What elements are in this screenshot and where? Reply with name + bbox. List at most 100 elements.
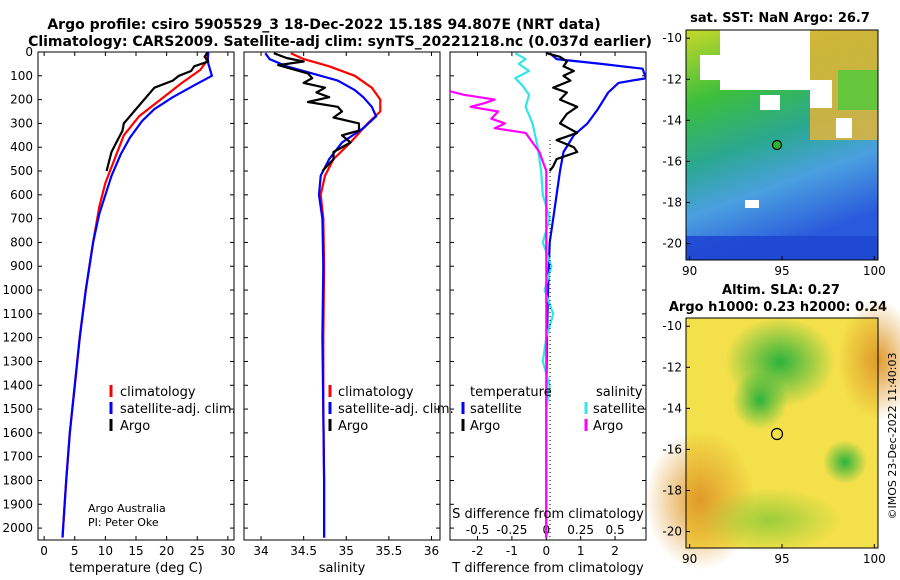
y-tick-label: 300 (10, 116, 33, 130)
y-tick-label: 1100 (2, 307, 33, 321)
y-tick-label: 900 (10, 259, 33, 273)
x2-tick-label: 0.5 (606, 523, 625, 537)
y-tick-label: 700 (10, 212, 33, 226)
legend-label-climatology: climatology (120, 385, 196, 400)
map-y-tick-label: -18 (662, 196, 682, 210)
sla-map (645, 300, 900, 570)
x-tick-label: 34.5 (290, 544, 317, 558)
y-tick-label: 100 (10, 69, 33, 83)
x-tick-label: 20 (159, 544, 174, 558)
salinity-legend: climatology satellite-adj. clim. Argo (328, 385, 454, 434)
sst-map-title: sat. SST: NaN Argo: 26.7 (690, 11, 870, 26)
y-tick-label: 500 (10, 164, 33, 178)
sla-map-title-1: Altim. SLA: 0.27 (722, 283, 840, 298)
y-tick-label: 1400 (2, 378, 33, 392)
series-line-satellite-adj-clim- (61, 52, 213, 538)
sst-cloud-mask-d (760, 95, 780, 110)
x-tick-label: 0 (40, 544, 48, 558)
difference-axes: -2 -1 0 1 2-0.5 -0.25 0 0.25 0.5 (450, 51, 646, 558)
x2-tick-label: -0.25 (496, 523, 527, 537)
difference-lines (450, 52, 646, 538)
x-tick-label: 5 (71, 544, 79, 558)
sla-map-title-2: Argo h1000: 0.23 h2000: 0.24 (669, 300, 887, 315)
temperature-xlabel: temperature (deg C) (69, 561, 203, 576)
difference-panel-frame (449, 51, 647, 541)
map-x-tick-label: 90 (682, 264, 697, 278)
x-tick-label: -1 (506, 544, 518, 558)
salinity-panel-frame (243, 51, 441, 541)
map-x-tick-label: 100 (863, 264, 886, 278)
map-y-tick-label: -18 (662, 484, 682, 498)
sst-green-patch (838, 70, 878, 110)
y-tick-label: 200 (10, 93, 33, 107)
series-line-s-satellite (514, 52, 555, 538)
sst-map-axes: 90 95 100 -10 -12 -14 -16 -18 -20 (662, 31, 885, 278)
sla-orange-east (838, 300, 900, 420)
legend-title-temperature: temperature (470, 385, 552, 400)
y-tick-label: 0 (25, 45, 33, 59)
x-tick-label: 0 (542, 544, 550, 558)
y-tick-label: 1200 (2, 331, 33, 345)
sst-cloud-mask-b (700, 55, 720, 80)
sla-green-eddy-mid (732, 370, 788, 430)
series-line-argo (273, 52, 361, 172)
x-tick-label: 25 (190, 544, 205, 558)
series-line-t-argo (546, 52, 579, 172)
salinity-xlabel: salinity (319, 561, 366, 576)
figure-title-line2: Climatology: CARS2009. Satellite-adj cli… (28, 34, 652, 50)
map-y-tick-label: -16 (662, 154, 682, 168)
sst-cloud-mask-north (720, 30, 810, 90)
map-y-tick-label: -14 (662, 113, 682, 127)
y-tick-label: 2000 (2, 521, 33, 535)
map-y-tick-label: -14 (662, 401, 682, 415)
sla-green-south (700, 488, 840, 552)
y-tick-label: 1300 (2, 354, 33, 368)
sst-cloud-mask-e (745, 200, 759, 208)
y-tick-label: 1700 (2, 450, 33, 464)
map-x-tick-label: 100 (863, 552, 886, 566)
x-tick-label: 36 (424, 544, 439, 558)
x-tick-label: 15 (128, 544, 143, 558)
y-tick-label: 800 (10, 235, 33, 249)
legend-label-climatology: climatology (338, 385, 414, 400)
map-x-tick-label: 95 (774, 264, 789, 278)
map-y-tick-label: -12 (662, 72, 682, 86)
credit-organisation: Argo Australia (88, 502, 166, 515)
credit-pi: PI: Peter Oke (88, 516, 159, 529)
map-y-tick-label: -20 (662, 525, 682, 539)
map-y-tick-label: -20 (662, 237, 682, 251)
legend-label-s-satellite: satellite (593, 402, 645, 417)
y-tick-label: 1600 (2, 426, 33, 440)
map-x-tick-label: 90 (682, 552, 697, 566)
series-line-argo (105, 52, 210, 172)
y-tick-label: 400 (10, 140, 33, 154)
x-tick-label: 1 (577, 544, 585, 558)
series-line-t-satellite (545, 52, 646, 538)
sla-green-eddy-east (823, 440, 867, 484)
x-tick-label: 34 (253, 544, 268, 558)
x-tick-label: 35 (339, 544, 354, 558)
legend-label-s-argo: Argo (593, 419, 623, 434)
y-tick-label: 1900 (2, 497, 33, 511)
side-credit: ©IMOS 23-Dec-2022 11:40:03 (886, 353, 899, 520)
legend-label-argo: Argo (338, 419, 368, 434)
x2-tick-label: -0.5 (466, 523, 489, 537)
temperature-legend: climatology satellite-adj. clim. Argo (109, 385, 236, 434)
map-x-tick-label: 95 (774, 552, 789, 566)
x2-tick-label: 0.25 (567, 523, 594, 537)
argo-position-marker (770, 427, 784, 441)
sst-map (685, 29, 879, 261)
sst-cloud-mask-c (836, 118, 852, 138)
y-tick-label: 1500 (2, 402, 33, 416)
x-tick-label: 30 (220, 544, 235, 558)
x-tick-label: 10 (98, 544, 113, 558)
sla-map-axes: 90 95 100 -10 -12 -14 -16 -18 -20 (662, 319, 885, 566)
difference-legend: temperature salinity satellite Argo sate… (461, 385, 645, 434)
legend-label-t-argo: Argo (470, 419, 500, 434)
series-line-satellite-adj-clim- (264, 52, 378, 538)
figure-title-line1: Argo profile: csiro 5905529_3 18-Dec-202… (47, 17, 600, 33)
argo-position-marker (771, 139, 783, 151)
salinity-lines (264, 52, 382, 538)
legend-label-satellite-adj: satellite-adj. clim. (120, 402, 236, 417)
